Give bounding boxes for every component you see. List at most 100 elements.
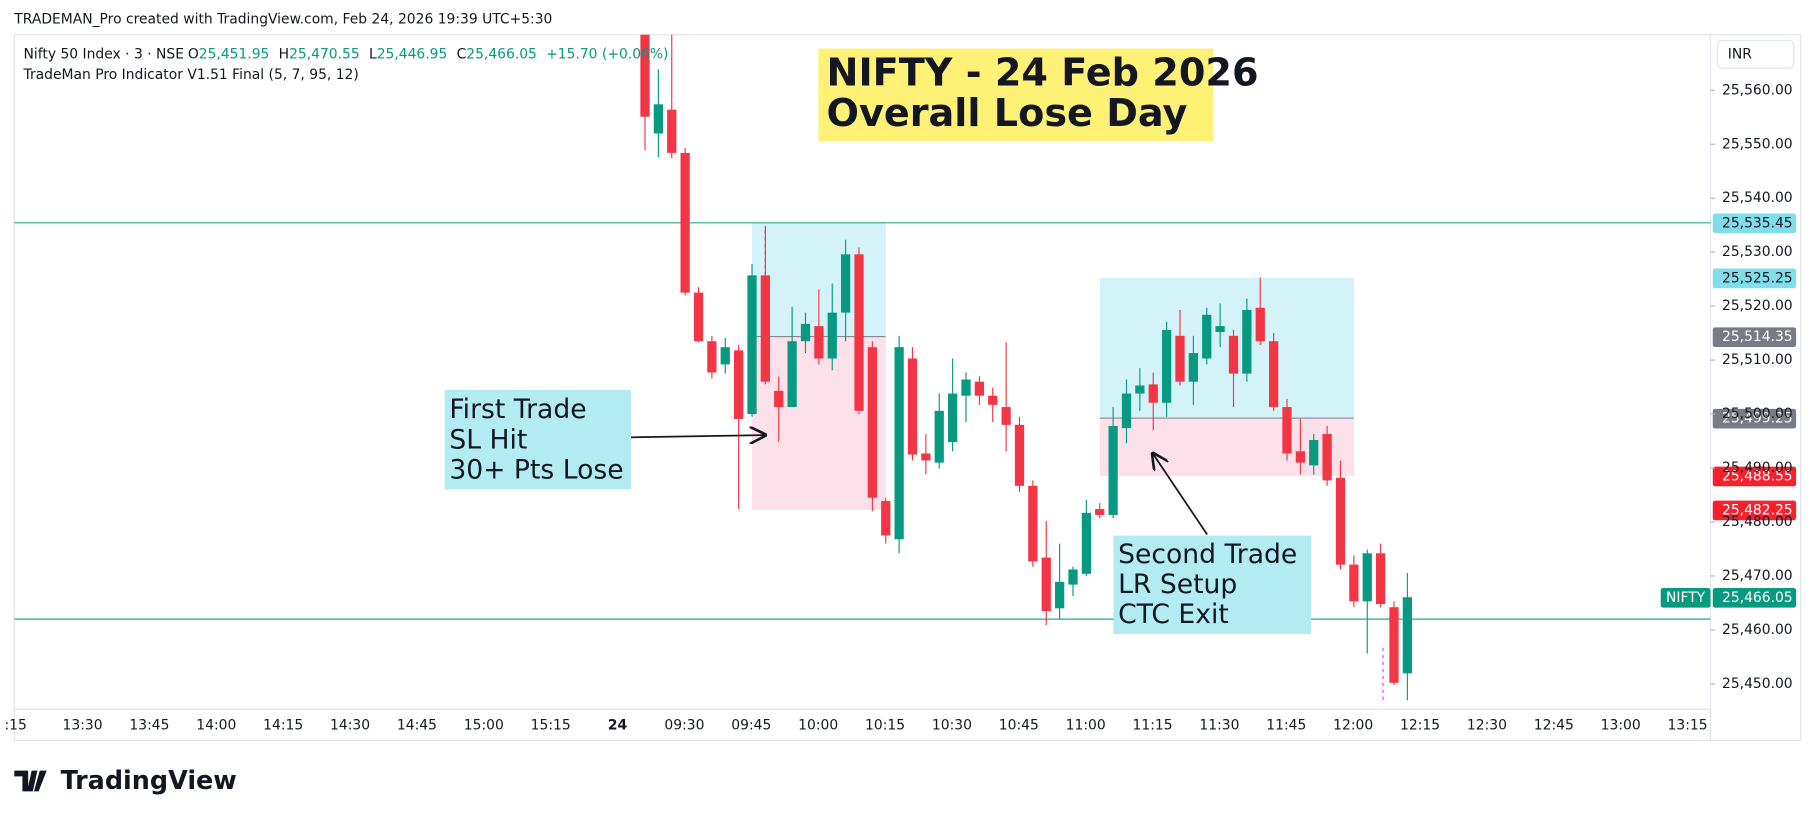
x-tick-label: 14:00 <box>196 717 236 733</box>
chart-frame <box>13 34 1802 742</box>
x-tick-label: 11:15 <box>1133 717 1173 733</box>
note-line: First Trade <box>449 394 586 425</box>
symbol-tag-label: NIFTY <box>1666 590 1706 606</box>
price-tag-label: 25,488.55 <box>1722 468 1793 484</box>
currency-button[interactable] <box>1716 39 1795 69</box>
y-tick-label: 25,500.00 <box>1722 406 1793 422</box>
currency[interactable]: INR <box>1728 46 1752 62</box>
price-tag-label: 25,499.25 <box>1722 411 1793 427</box>
candle-body <box>854 254 864 411</box>
note-box <box>1113 535 1312 635</box>
candle-body <box>800 323 811 342</box>
candle-body <box>693 292 704 342</box>
x-tick-label: 11:00 <box>1066 717 1106 733</box>
y-tick-label: 25,490.00 <box>1722 460 1793 476</box>
candle-body <box>1028 485 1038 562</box>
candle-body <box>1282 407 1292 454</box>
price-tag-label: 25,466.05 <box>1722 590 1793 606</box>
x-tick-label: 13:30 <box>63 717 103 733</box>
arrow <box>630 435 765 437</box>
price-tag <box>1712 327 1797 348</box>
candle-body <box>1121 393 1132 429</box>
logo-icon <box>14 770 47 792</box>
price-tag <box>1712 268 1797 289</box>
candle-body <box>1349 564 1359 602</box>
legend-item: 25,466.05 <box>466 46 537 62</box>
candle-body <box>974 381 985 396</box>
y-tick-label: 25,530.00 <box>1722 244 1793 260</box>
y-tick-label: 25,480.00 <box>1722 514 1793 530</box>
x-tick-label: 14:30 <box>330 717 370 733</box>
candle-body <box>1068 569 1078 585</box>
title-line: Overall Lose Day <box>827 92 1188 136</box>
note-box <box>444 389 631 490</box>
price-tag <box>1712 213 1797 234</box>
candle-body <box>947 393 958 443</box>
x-tick-label: 09:45 <box>731 717 771 733</box>
candle-body <box>1054 581 1065 609</box>
x-tick-label: 14:15 <box>263 717 303 733</box>
symbol-tag <box>1660 588 1711 608</box>
candle-body <box>867 347 878 498</box>
candle-body <box>827 312 837 359</box>
legend-item: C <box>457 46 467 62</box>
candle-body <box>1001 407 1011 425</box>
y-tick-label: 25,550.00 <box>1722 136 1793 152</box>
candle-body <box>1041 557 1051 612</box>
y-tick-label: 25,450.00 <box>1722 676 1793 692</box>
candle-body <box>1202 314 1212 359</box>
brand: TradingView <box>61 766 237 796</box>
candle-body <box>787 341 797 408</box>
y-tick-label: 25,510.00 <box>1722 352 1793 368</box>
candle-body <box>774 390 784 408</box>
candle-body <box>747 275 757 415</box>
x-tick-label: :15 <box>5 717 27 733</box>
note-line: LR Setup <box>1118 569 1237 600</box>
candle-body <box>1375 553 1386 605</box>
candle-body <box>1161 329 1172 403</box>
target-zone <box>1099 277 1354 419</box>
symbol: Nifty 50 Index · 3 · NSE <box>24 46 184 62</box>
candle-body <box>840 254 851 313</box>
header: TRADEMAN_Pro created with TradingView.co… <box>13 12 552 28</box>
price-tag-label: 25,535.45 <box>1722 215 1793 231</box>
candle-body <box>720 347 730 365</box>
y-tick-label: 25,520.00 <box>1722 298 1793 314</box>
price-tag-label: 25,514.35 <box>1722 329 1793 345</box>
candle-body <box>733 350 744 419</box>
candle-body <box>1188 353 1198 382</box>
note-line: SL Hit <box>449 424 527 455</box>
candle-body <box>1228 335 1239 374</box>
plot-area <box>14 34 1711 701</box>
legend-item: L <box>369 46 377 62</box>
note-line: 30+ Pts Lose <box>449 454 623 485</box>
x-tick-label: 13:15 <box>1668 717 1708 733</box>
y-tick-label: 25,460.00 <box>1722 622 1793 638</box>
x-tick-label: 15:15 <box>531 717 571 733</box>
candle-body <box>1335 477 1346 565</box>
candle-body <box>921 453 931 461</box>
x-tick-label: 12:30 <box>1467 717 1507 733</box>
x-tick-label: 13:45 <box>129 717 169 733</box>
candle-body <box>1081 512 1092 574</box>
y-tick-label: 25,540.00 <box>1722 190 1793 206</box>
x-tick-label: 12:00 <box>1333 717 1373 733</box>
candle-body <box>814 326 824 359</box>
arrow <box>1153 454 1208 536</box>
legend-item: 25,451.95 <box>199 46 270 62</box>
candle-body <box>894 347 904 540</box>
title-box <box>818 48 1213 142</box>
x-tick-label: 13:00 <box>1601 717 1641 733</box>
candle-body <box>907 358 918 455</box>
x-tick-label: 11:45 <box>1266 717 1306 733</box>
candle-body <box>1389 607 1399 683</box>
candle-body <box>1215 326 1225 333</box>
candle-body <box>1295 451 1305 463</box>
overlay: 25,535.45 25,525.25 25,514.35 25,499.25 25,4… <box>1660 213 1797 608</box>
x-tick-label: 15:00 <box>464 717 504 733</box>
legend-item: O <box>188 46 199 62</box>
price-tag <box>1712 588 1797 608</box>
price-tag-label: 25,525.25 <box>1722 270 1793 286</box>
